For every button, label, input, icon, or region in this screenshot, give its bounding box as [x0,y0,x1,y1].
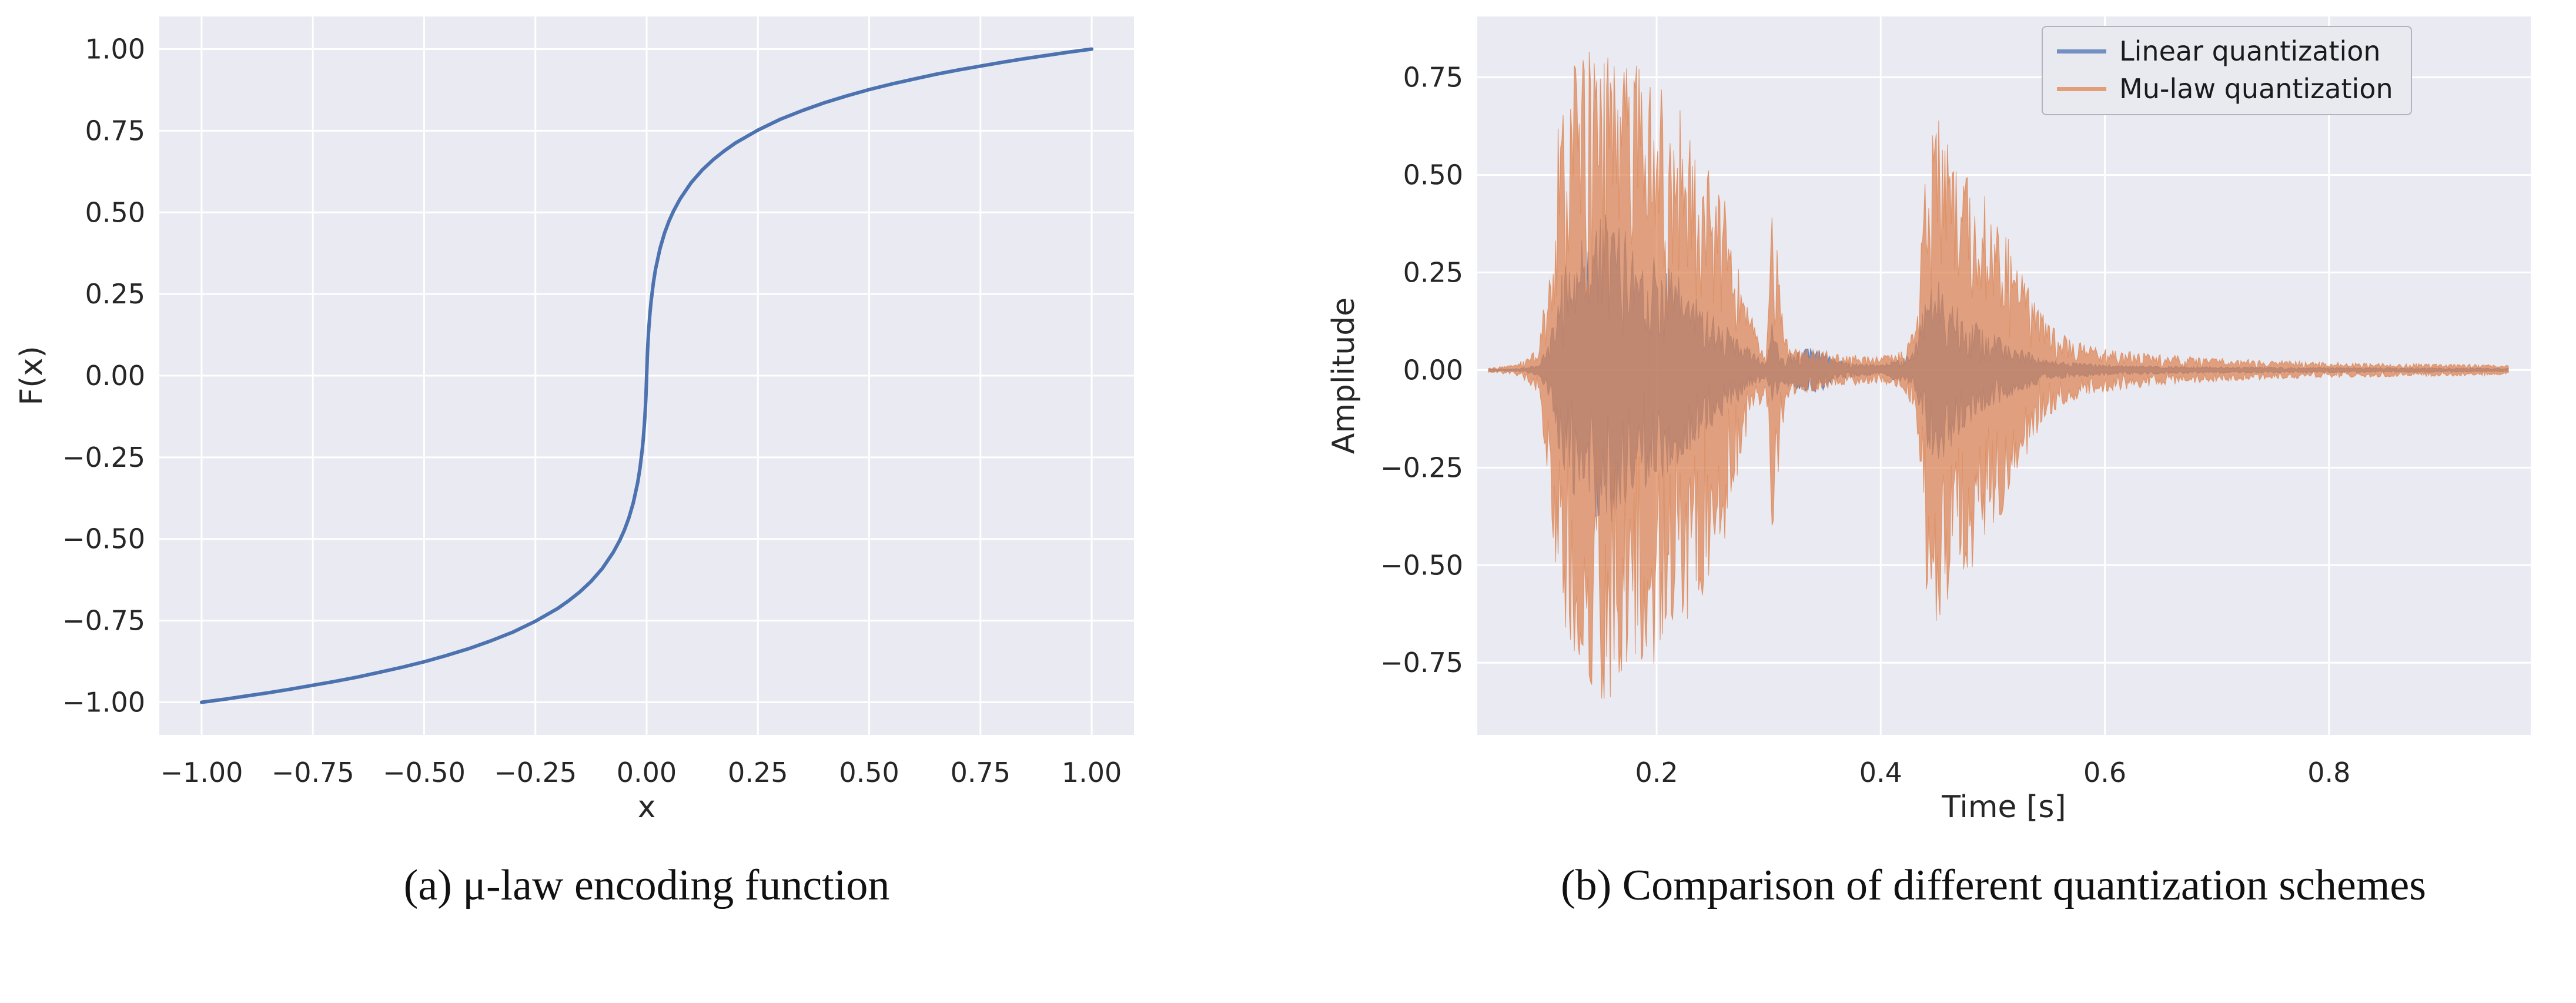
y-tick-label: −1.00 [62,686,145,718]
y-axis-label: Amplitude [1326,297,1361,454]
caption-a: (a) μ-law encoding function [403,861,890,910]
x-tick-label: −0.50 [383,757,466,788]
legend-item-linear: Linear quantization [2057,35,2393,67]
x-tick-label: 0.8 [2307,757,2350,788]
x-tick-label: −0.75 [272,757,354,788]
x-tick-label: 0.2 [1635,757,1678,788]
x-tick-label: −1.00 [160,757,243,788]
y-tick-label: 1.00 [85,34,145,65]
x-tick-label: 1.00 [1062,757,1122,788]
y-tick-label: 0.00 [85,360,145,392]
y-tick-label: 0.75 [1403,62,1463,93]
y-axis-label: F(x) [14,346,49,405]
x-axis-label: Time [s] [1941,790,2066,825]
legend-label-linear: Linear quantization [2119,35,2381,67]
x-tick-label: 0.50 [839,757,899,788]
y-tick-label: 0.75 [85,115,145,146]
caption-b: (b) Comparison of different quantization… [1560,861,2427,910]
y-tick-label: 0.25 [85,278,145,310]
y-tick-label: 0.50 [85,196,145,228]
x-tick-label: −0.25 [494,757,577,788]
x-axis-label: x [638,790,656,825]
y-tick-label: −0.50 [1380,549,1463,581]
legend-item-mulaw: Mu-law quantization [2057,73,2393,105]
quantization-chart: 0.2 0.4 0.6 0.8 −0.75 −0.50 −0.25 0.00 0.25 0.50 0… [1326,16,2531,825]
y-tick-label: −0.25 [62,442,145,473]
mu-law-chart: −1.00 −0.75 −0.50 −0.25 0.00 0.25 0.50 0.75 1.00… [14,16,1134,825]
y-tick-label: 0.00 [1403,354,1463,386]
y-tick-label: −0.75 [1380,647,1463,678]
legend: Linear quantization Mu-law quantization [2042,26,2412,115]
y-tick-label: −0.75 [62,605,145,637]
x-tick-label: 0.6 [2083,757,2126,788]
x-tick-label: 0.75 [951,757,1011,788]
y-tick-label: −0.25 [1380,452,1463,483]
x-tick-label: 0.00 [617,757,677,788]
series-waveform-1 [1488,52,2509,699]
y-tick-label: 0.25 [1403,256,1463,288]
series-line-0 [199,47,1094,704]
legend-label-mulaw: Mu-law quantization [2119,73,2393,105]
x-tick-label: 0.25 [728,757,788,788]
legend-line-swatch-linear [2057,49,2106,54]
x-tick-label: 0.4 [1859,757,1902,788]
legend-line-swatch-mulaw [2057,86,2106,91]
y-tick-label: 0.50 [1403,159,1463,190]
y-tick-label: −0.50 [62,523,145,555]
